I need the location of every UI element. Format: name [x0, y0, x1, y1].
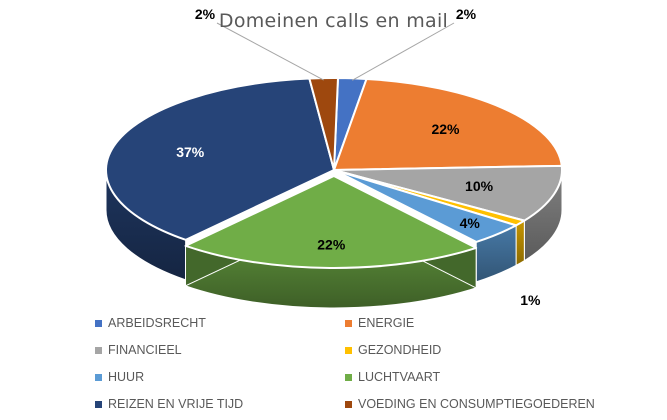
data-label-reizen-en-vrije-tijd: 37% [176, 144, 205, 160]
legend-swatch [345, 400, 352, 408]
legend-item-luchtvaart: LUCHTVAART [345, 368, 615, 386]
slice-financieel [333, 164, 563, 222]
leader-line-arbeidsrecht [352, 22, 455, 81]
leader-line-voeding-en-consumptiegoederen [216, 22, 324, 81]
legend-label: FINANCIEEL [108, 343, 182, 357]
legend-item-energie: ENERGIE [345, 314, 615, 332]
leader-lines [216, 22, 455, 81]
legend-item-voeding-en-consumptiegoederen: VOEDING EN CONSUMPTIEGOEDEREN [345, 395, 615, 413]
slice-side-gezondheid [515, 219, 525, 267]
legend-label: ENERGIE [358, 316, 415, 330]
slice-voeding-en-consumptiegoederen [308, 77, 339, 171]
legend-label: VOEDING EN CONSUMPTIEGOEDEREN [358, 397, 595, 411]
slice-energie [333, 77, 563, 171]
data-label-luchtvaart: 22% [317, 237, 346, 253]
legend-item-financieel: FINANCIEEL [95, 341, 345, 359]
legend-swatch [345, 373, 352, 381]
legend: ARBEIDSRECHT ENERGIE FINANCIEEL GEZONDHEID H… [95, 314, 615, 413]
legend-label: REIZEN EN VRIJE TIJD [108, 397, 244, 411]
legend-swatch [345, 346, 352, 354]
legend-swatch [95, 319, 102, 327]
legend-label: LUCHTVAART [358, 370, 441, 384]
legend-label: GEZONDHEID [358, 343, 442, 357]
slice-luchtvaart [184, 174, 478, 269]
data-label-huur: 4% [460, 215, 481, 231]
slice-huur [333, 169, 518, 243]
data-labels: 2% 22% 10% 1% 4% 22% 37% 2% [176, 6, 541, 308]
slice-reizen-en-vrije-tijd [105, 77, 335, 241]
data-label-financieel: 10% [465, 178, 494, 194]
legend-swatch [95, 373, 102, 381]
legend-item-huur: HUUR [95, 368, 345, 386]
legend-swatch [95, 346, 102, 354]
data-label-arbeidsrecht: 2% [456, 6, 477, 22]
data-label-gezondheid: 1% [520, 292, 541, 308]
legend-swatch [95, 400, 102, 408]
legend-item-reizen-en-vrije-tijd: REIZEN EN VRIJE TIJD [95, 395, 345, 413]
data-label-voeding-en-consumptiegoederen: 2% [195, 6, 216, 22]
chart-title: Domeinen calls en mail [218, 10, 449, 32]
pie-slices [105, 77, 563, 269]
data-label-energie: 22% [431, 121, 460, 137]
legend-swatch [345, 319, 352, 327]
legend-label: ARBEIDSRECHT [108, 316, 206, 330]
legend-label: HUUR [108, 370, 145, 384]
legend-item-arbeidsrecht: ARBEIDSRECHT [95, 314, 345, 332]
legend-item-gezondheid: GEZONDHEID [345, 341, 615, 359]
